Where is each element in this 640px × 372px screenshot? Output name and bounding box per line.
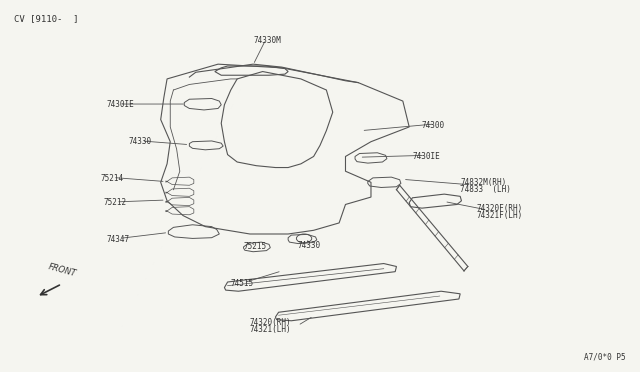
- Text: 74320F(RH): 74320F(RH): [476, 203, 522, 213]
- Text: CV [9110-  ]: CV [9110- ]: [14, 14, 79, 23]
- Text: 74330M: 74330M: [253, 36, 281, 45]
- Text: 7430IE: 7430IE: [412, 152, 440, 161]
- Text: 74300: 74300: [422, 121, 445, 129]
- Text: 74321(LH): 74321(LH): [250, 326, 292, 334]
- Text: 74833  (LH): 74833 (LH): [460, 185, 511, 194]
- Text: A7/0*0 P5: A7/0*0 P5: [584, 352, 626, 361]
- Text: 74330: 74330: [298, 241, 321, 250]
- Text: 74321F(LH): 74321F(LH): [476, 211, 522, 220]
- Text: FRONT: FRONT: [47, 262, 77, 278]
- Text: 74320(RH): 74320(RH): [250, 318, 292, 327]
- Text: 75214: 75214: [100, 174, 124, 183]
- Text: 74330: 74330: [129, 137, 152, 146]
- Text: 74515: 74515: [231, 279, 254, 288]
- Text: 7430IE: 7430IE: [106, 100, 134, 109]
- Text: 75215: 75215: [244, 243, 267, 251]
- Text: 75212: 75212: [103, 198, 127, 207]
- Text: 74347: 74347: [106, 235, 130, 244]
- Text: 74832M(RH): 74832M(RH): [460, 178, 506, 187]
